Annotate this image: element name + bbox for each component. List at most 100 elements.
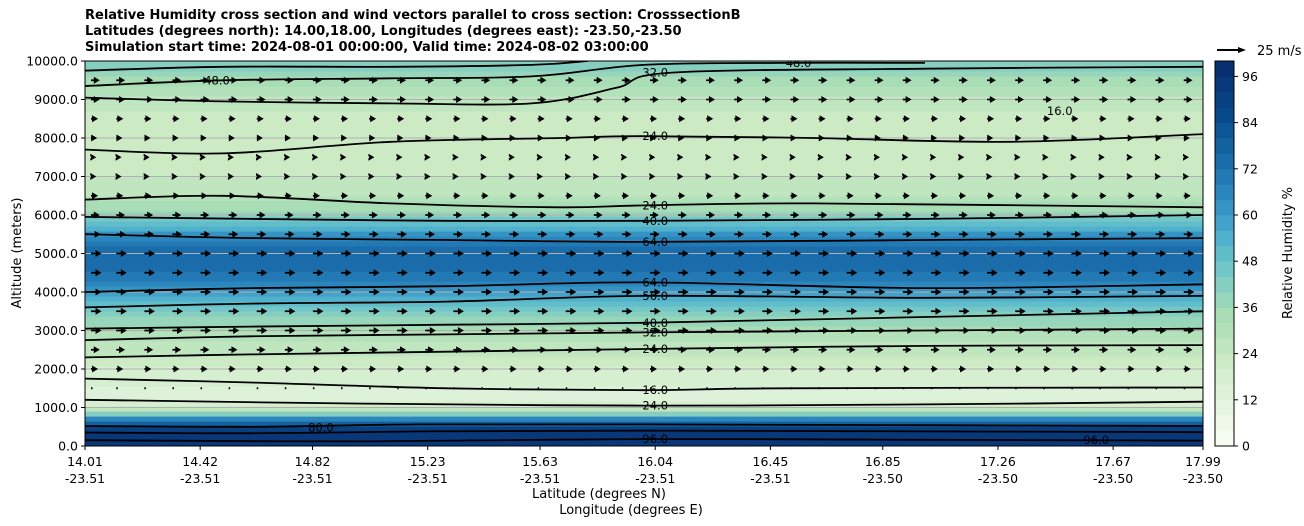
wind-vector — [1099, 288, 1111, 296]
wind-vector — [172, 115, 180, 123]
humidity-band — [85, 196, 1203, 202]
wind-vector — [481, 115, 489, 123]
wind-vector — [284, 173, 291, 180]
x-tick-label-lon: -23.51 — [180, 471, 220, 486]
wind-vector — [565, 76, 575, 84]
wind-vector — [565, 327, 577, 334]
wind-vector — [341, 76, 350, 84]
wind-vector — [481, 387, 483, 390]
colorbar-segment — [1215, 61, 1234, 77]
wind-vector — [312, 269, 324, 277]
wind-vector — [1099, 76, 1109, 84]
wind-vector — [200, 307, 212, 315]
wind-vector — [537, 327, 549, 334]
wind-vector — [678, 115, 686, 123]
humidity-band — [85, 81, 1203, 87]
wind-vector — [734, 307, 745, 315]
wind-vector — [509, 76, 519, 84]
wind-vector — [621, 327, 633, 334]
wind-vector — [846, 134, 853, 142]
wind-vector — [1071, 192, 1079, 200]
x-tick-label-lon: -23.51 — [520, 471, 560, 486]
wind-vector — [481, 211, 491, 219]
wind-vector — [902, 153, 909, 161]
humidity-band — [85, 71, 1203, 77]
y-tick-label: 8000.0 — [34, 131, 78, 146]
wind-vector — [144, 365, 152, 373]
wind-vector — [593, 269, 605, 277]
wind-vector — [762, 211, 772, 219]
wind-vector — [1099, 346, 1109, 354]
humidity-band — [85, 61, 1203, 67]
wind-vector — [228, 365, 236, 373]
wind-vector — [1015, 346, 1024, 354]
wind-vector — [200, 365, 208, 373]
wind-vector — [818, 269, 830, 277]
wind-vector — [453, 76, 463, 84]
wind-vector — [200, 387, 203, 390]
x-tick-label-lon: -23.50 — [863, 471, 903, 486]
wind-vector — [116, 346, 126, 354]
wind-vector — [789, 173, 796, 180]
wind-vector — [762, 269, 773, 277]
wind-vector — [593, 288, 605, 296]
colorbar-tick-label: 96 — [1242, 69, 1258, 84]
contour-label: 16.0 — [1047, 104, 1073, 118]
wind-vector — [172, 387, 174, 390]
wind-vector — [453, 230, 464, 238]
wind-vector — [958, 250, 970, 257]
wind-vector — [958, 387, 961, 390]
wind-vector — [902, 250, 914, 257]
wind-vector — [91, 192, 99, 200]
wind-vector — [1071, 211, 1081, 219]
wind-vector — [846, 76, 856, 84]
wind-vector — [369, 96, 378, 103]
wind-vector — [509, 134, 516, 142]
wind-vector — [91, 307, 102, 315]
wind-vector — [593, 365, 601, 373]
wind-vector — [116, 96, 126, 103]
humidity-band — [85, 406, 1203, 412]
x-tick-label-lon: -23.50 — [978, 471, 1018, 486]
wind-vector — [453, 346, 463, 354]
wind-vector — [706, 134, 713, 142]
wind-vector — [734, 250, 745, 257]
humidity-band — [85, 386, 1203, 392]
wind-vector — [481, 327, 493, 334]
wind-vector — [1015, 250, 1026, 257]
wind-vector — [706, 269, 717, 277]
wind-vector — [284, 76, 294, 84]
wind-vector — [1099, 230, 1110, 238]
wind-vector — [790, 269, 802, 277]
contour-line-16.0 — [85, 377, 1203, 392]
wind-vector — [762, 250, 773, 257]
wind-vector — [116, 365, 124, 373]
wind-vector — [228, 288, 240, 296]
humidity-band — [85, 206, 1203, 212]
wind-vector — [537, 96, 547, 103]
wind-vector — [678, 211, 687, 219]
colorbar-tick-label: 0 — [1242, 439, 1250, 454]
humidity-band — [85, 411, 1203, 417]
wind-vector — [1099, 365, 1107, 373]
contour-label: 48.0 — [204, 73, 230, 87]
humidity-band — [85, 356, 1203, 362]
wind-vector — [565, 365, 573, 373]
humidity-band — [85, 396, 1203, 402]
wind-vector — [902, 387, 905, 390]
wind-vector — [480, 173, 487, 180]
wind-vector — [817, 173, 824, 180]
colorbar-tick-label: 60 — [1242, 208, 1258, 223]
wind-vector — [116, 307, 127, 315]
wind-vector — [397, 211, 406, 219]
colorbar-segment — [1215, 384, 1234, 401]
wind-vector — [593, 346, 603, 354]
contour-line-48.0 — [85, 61, 925, 87]
wind-vector — [369, 365, 377, 373]
y-axis: 0.0 1000.0 2000.0 3000.0 4000.0 5000.0 6000.0 7… — [26, 54, 85, 454]
wind-vector — [256, 327, 268, 334]
wind-vector — [172, 250, 184, 257]
wind-vector — [790, 365, 798, 373]
wind-vector — [734, 387, 736, 390]
wind-vector — [1099, 134, 1106, 142]
